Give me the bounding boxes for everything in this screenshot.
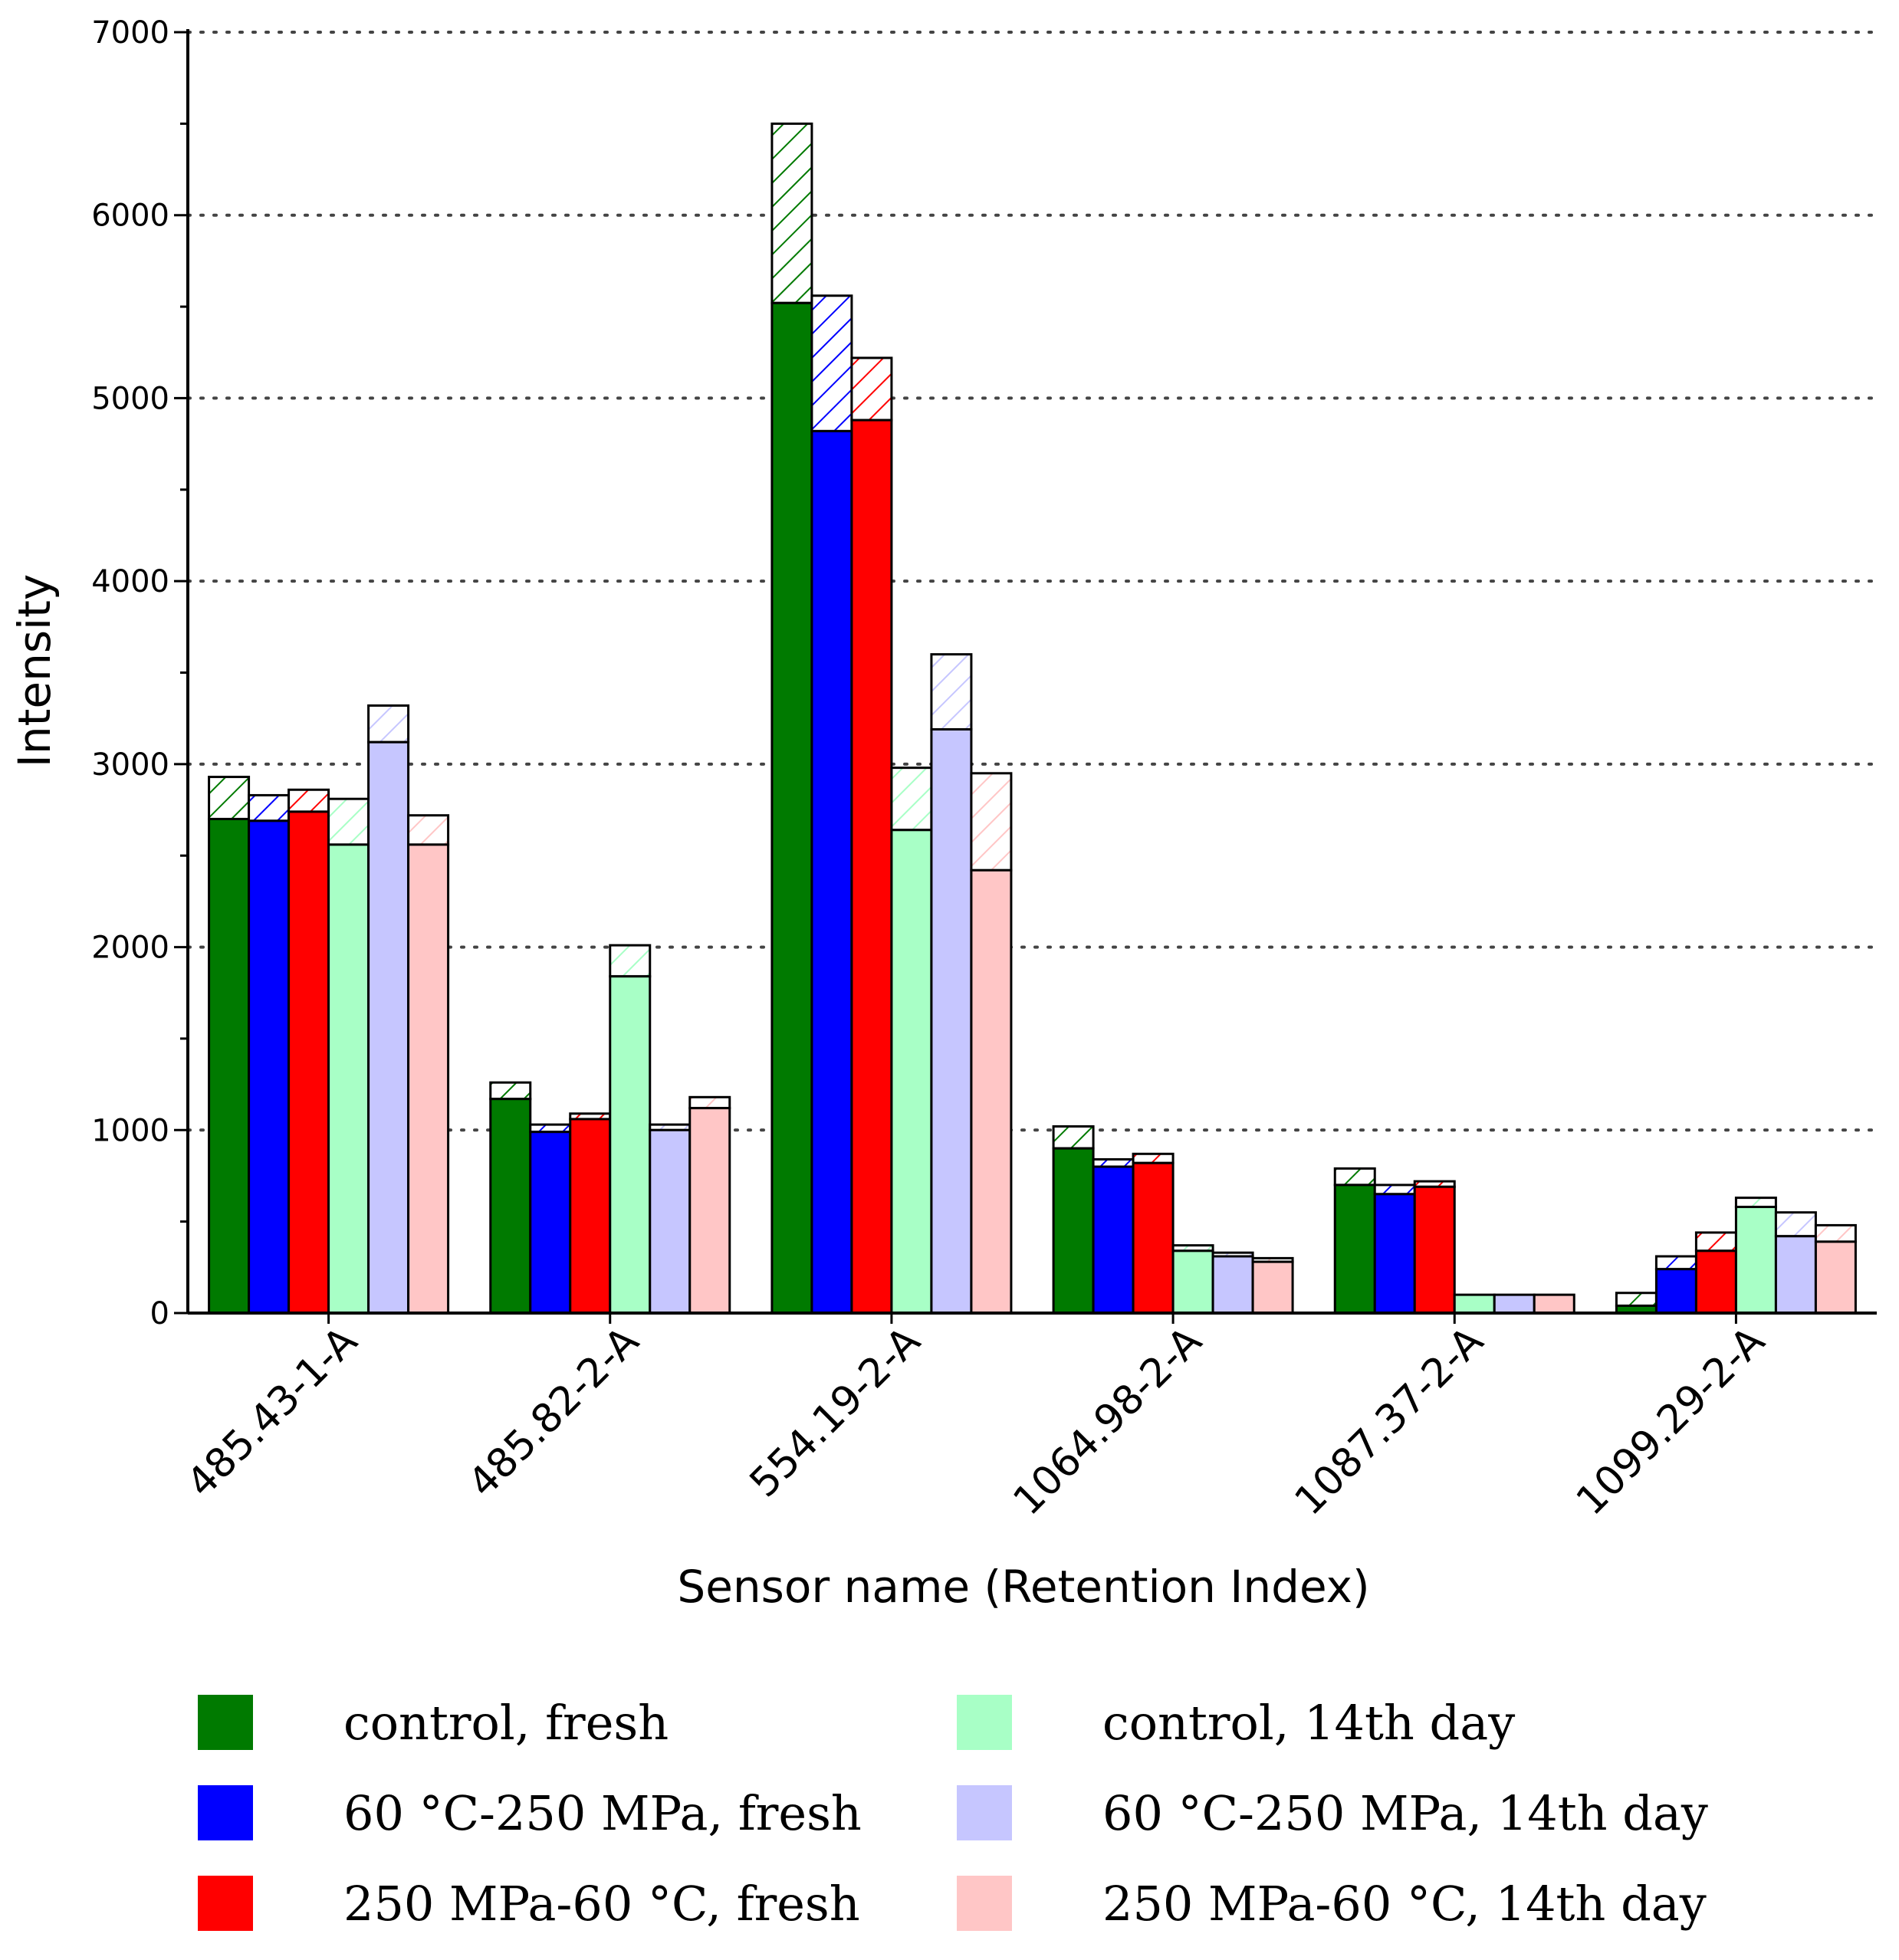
error-segment xyxy=(1132,1152,1175,1164)
legend-label: control, 14th day xyxy=(1102,1694,1516,1751)
error-segment xyxy=(930,653,973,731)
legend-item-250mpa-60c-fresh: 250 MPa-60 °C, fresh xyxy=(198,1869,860,1938)
error-segment xyxy=(1734,1197,1777,1209)
bar xyxy=(367,740,410,1315)
grid-lines xyxy=(186,31,1878,1132)
error-segment xyxy=(327,797,370,846)
x-tick-label: 554.19-2-A xyxy=(741,1318,930,1506)
bar xyxy=(1171,1249,1214,1315)
bar xyxy=(1734,1206,1777,1315)
bar xyxy=(407,843,450,1315)
bar xyxy=(1814,1240,1857,1315)
legend-item-250mpa-60c-14th-day: 250 MPa-60 °C, 14th day xyxy=(957,1869,1707,1938)
legend: control, fresh 60 °C-250 MPa, fresh 250 … xyxy=(0,1671,1899,1947)
bar xyxy=(287,810,330,1315)
legend-swatch xyxy=(198,1876,253,1931)
error-segment xyxy=(407,814,450,846)
y-tick-label: 2000 xyxy=(91,931,169,966)
bar xyxy=(1092,1165,1135,1315)
bar-chart: 0 1000 2000 3000 4000 5000 6000 7000 485.43-1-A 4… xyxy=(8,15,1878,1613)
x-tick-label: 1064.98-2-A xyxy=(1005,1318,1211,1524)
x-tick-label: 485.82-2-A xyxy=(460,1318,649,1506)
legend-swatch xyxy=(957,1785,1012,1840)
legend-item-control-fresh: control, fresh xyxy=(198,1688,669,1757)
bar xyxy=(1694,1249,1737,1315)
bar xyxy=(1251,1260,1294,1315)
bar xyxy=(1052,1147,1095,1315)
bar xyxy=(208,817,251,1315)
y-tick-label: 5000 xyxy=(91,381,169,416)
bar xyxy=(770,301,813,1315)
error-segment xyxy=(1694,1231,1737,1252)
error-segment xyxy=(248,793,291,822)
x-tick-label: 485.43-1-A xyxy=(178,1318,366,1506)
error-segment xyxy=(890,767,933,832)
error-segment xyxy=(609,944,652,978)
error-segment xyxy=(970,772,1013,872)
legend-item-control-14th-day: control, 14th day xyxy=(957,1688,1515,1757)
error-segment xyxy=(1615,1292,1658,1307)
error-segment xyxy=(810,294,853,432)
legend-label: 250 MPa-60 °C, 14th day xyxy=(1102,1875,1707,1932)
legend-swatch xyxy=(198,1695,253,1750)
error-segment xyxy=(1654,1255,1697,1271)
bar xyxy=(1132,1161,1175,1315)
bar xyxy=(1453,1293,1496,1315)
bar xyxy=(489,1098,532,1315)
bar xyxy=(810,429,853,1315)
error-segment xyxy=(1373,1184,1416,1196)
axes xyxy=(174,29,1877,1324)
error-segment xyxy=(1052,1125,1095,1150)
legend-swatch xyxy=(957,1876,1012,1931)
bar xyxy=(1413,1185,1456,1315)
error-segment xyxy=(1774,1211,1817,1238)
bar xyxy=(649,1128,692,1315)
error-segment xyxy=(688,1095,731,1110)
legend-item-60c-250mpa-14th-day: 60 °C-250 MPa, 14th day xyxy=(957,1778,1708,1847)
legend-swatch xyxy=(198,1785,253,1840)
error-segment xyxy=(1333,1167,1376,1187)
error-segment xyxy=(1814,1223,1857,1243)
y-tick-label: 3000 xyxy=(91,747,169,783)
y-tick-label: 7000 xyxy=(91,15,169,51)
y-tick-label: 4000 xyxy=(91,564,169,599)
y-tick-label: 6000 xyxy=(91,199,169,234)
bar xyxy=(1654,1268,1697,1315)
bar xyxy=(688,1107,731,1315)
legend-label: 60 °C-250 MPa, fresh xyxy=(343,1784,862,1841)
x-tick-label: 1099.29-2-A xyxy=(1568,1318,1774,1524)
y-tick-label: 1000 xyxy=(91,1113,169,1148)
legend-swatch xyxy=(957,1695,1012,1750)
legend-label: 60 °C-250 MPa, 14th day xyxy=(1102,1784,1708,1841)
error-segment xyxy=(287,788,330,813)
bar xyxy=(1333,1184,1376,1315)
legend-label: 250 MPa-60 °C, fresh xyxy=(343,1875,860,1932)
bar xyxy=(609,975,652,1315)
bar xyxy=(970,868,1013,1315)
bar xyxy=(1493,1293,1536,1315)
bar xyxy=(1774,1235,1817,1315)
bar xyxy=(1211,1255,1254,1315)
bars xyxy=(208,122,1857,1315)
error-segment xyxy=(489,1081,532,1101)
bar xyxy=(1533,1293,1575,1315)
bar xyxy=(850,419,893,1315)
bar xyxy=(248,819,291,1315)
error-segment xyxy=(770,122,813,304)
bar xyxy=(529,1131,572,1315)
error-segment xyxy=(208,776,251,820)
legend-label: control, fresh xyxy=(343,1694,669,1751)
bar xyxy=(327,843,370,1315)
bar xyxy=(1373,1193,1416,1315)
bar xyxy=(569,1118,612,1315)
error-segment xyxy=(367,704,410,744)
error-segment xyxy=(850,356,893,422)
x-axis-title: Sensor name (Retention Index) xyxy=(677,1561,1369,1613)
legend-item-60c-250mpa-fresh: 60 °C-250 MPa, fresh xyxy=(198,1778,862,1847)
x-tick-label: 1087.37-2-A xyxy=(1286,1318,1493,1524)
y-axis-title: Intensity xyxy=(8,574,61,767)
bar xyxy=(930,728,973,1315)
bar xyxy=(890,829,933,1315)
y-tick-label: 0 xyxy=(150,1296,169,1331)
